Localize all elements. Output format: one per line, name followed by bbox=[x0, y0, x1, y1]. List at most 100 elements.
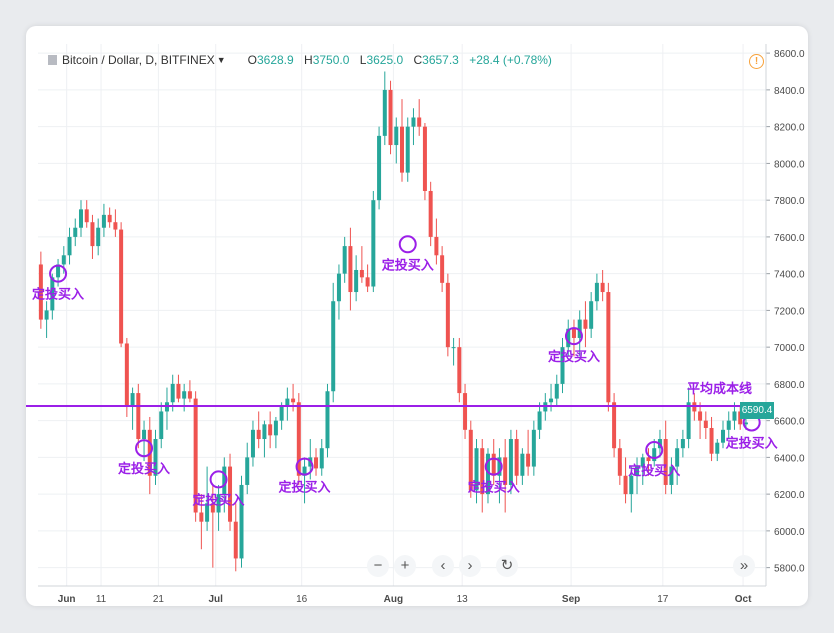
candle-body bbox=[325, 391, 330, 449]
candle-body bbox=[640, 457, 645, 467]
buy-marker-circle bbox=[484, 457, 503, 476]
candle-body bbox=[268, 424, 273, 436]
reset-chart-button[interactable]: ↻ bbox=[496, 555, 518, 577]
candle-body bbox=[497, 457, 502, 476]
candle-body bbox=[273, 420, 278, 436]
buy-marker-label: 定投买入 bbox=[725, 435, 778, 451]
candle-body bbox=[468, 429, 473, 491]
buy-marker-label: 定投买入 bbox=[192, 492, 245, 508]
candle-body bbox=[566, 328, 571, 348]
candle-body bbox=[623, 475, 628, 495]
candle-body bbox=[331, 301, 336, 392]
candle-body bbox=[67, 236, 72, 256]
candle-body bbox=[153, 439, 158, 476]
candle-body bbox=[394, 126, 399, 146]
candle-body bbox=[635, 466, 640, 476]
candle-body bbox=[176, 383, 181, 399]
candle-body bbox=[457, 347, 462, 394]
high-value: 3750.0 bbox=[312, 53, 350, 67]
candle-body bbox=[262, 424, 267, 440]
candle-body bbox=[90, 222, 95, 247]
candle-body bbox=[182, 391, 187, 399]
candle-body bbox=[56, 264, 61, 278]
candle-body bbox=[130, 393, 135, 406]
candle-body bbox=[417, 117, 422, 127]
symbol-name[interactable]: Bitcoin / Dollar, D, BITFINEX bbox=[62, 53, 215, 67]
candle-body bbox=[354, 269, 359, 293]
candle-body bbox=[365, 277, 370, 287]
candle-body bbox=[205, 503, 210, 522]
x-tick-label: Jun bbox=[58, 594, 76, 605]
candle-body bbox=[78, 209, 83, 228]
candle-body bbox=[474, 448, 479, 491]
candle-body bbox=[617, 448, 622, 476]
scroll-left-button[interactable]: ‹ bbox=[432, 555, 454, 577]
candle-body bbox=[319, 448, 324, 469]
average-cost-label: 平均成本线 bbox=[687, 381, 752, 397]
candle-body bbox=[50, 277, 55, 311]
candlestick-chart[interactable]: 8600.0 8400.0 8200.0 8000.0 7800.0 7600.0 7400… bbox=[26, 26, 808, 606]
candle-body bbox=[199, 512, 204, 522]
candle-body bbox=[726, 420, 731, 430]
zoom-out-button[interactable]: − bbox=[367, 555, 389, 577]
y-tick-label: 5800.0 bbox=[774, 564, 805, 575]
y-tick-label: 7200.0 bbox=[774, 306, 805, 317]
open-label: O bbox=[247, 53, 257, 67]
zoom-in-button[interactable]: + bbox=[394, 555, 416, 577]
candle-body bbox=[296, 402, 301, 476]
x-tick-label: 21 bbox=[153, 594, 165, 605]
buy-marker-label: 定投买入 bbox=[381, 257, 434, 273]
candle-body bbox=[520, 453, 525, 476]
candle-body bbox=[606, 292, 611, 403]
candle-body bbox=[526, 453, 531, 467]
y-tick-label: 6200.0 bbox=[774, 490, 805, 501]
candle-body bbox=[434, 236, 439, 256]
candle-body bbox=[554, 383, 559, 399]
candle-body bbox=[531, 429, 536, 467]
candle-body bbox=[239, 484, 244, 559]
candle-body bbox=[136, 393, 141, 440]
candle-body bbox=[96, 227, 101, 247]
y-tick-label: 6400.0 bbox=[774, 453, 805, 464]
candle-body bbox=[686, 402, 691, 440]
candle-body bbox=[600, 282, 605, 293]
buy-marker-label: 定投买入 bbox=[627, 463, 680, 479]
candle-body bbox=[577, 319, 582, 338]
open-value: 3628.9 bbox=[256, 53, 294, 67]
scroll-right-button[interactable]: › bbox=[459, 555, 481, 577]
candle-body bbox=[491, 453, 496, 476]
x-tick-label: Aug bbox=[384, 594, 403, 605]
candle-body bbox=[669, 466, 674, 485]
chevron-down-icon[interactable]: ▼ bbox=[216, 55, 226, 65]
candle-body bbox=[291, 398, 296, 403]
candle-body bbox=[245, 457, 250, 485]
candle-body bbox=[422, 126, 427, 191]
candle-body bbox=[382, 89, 387, 136]
candle-body bbox=[560, 347, 565, 384]
candle-body bbox=[480, 448, 485, 495]
candle-body bbox=[612, 402, 617, 449]
candle-body bbox=[646, 457, 651, 462]
low-value: 3625.0 bbox=[366, 53, 404, 67]
candle-body bbox=[709, 427, 714, 454]
candle-body bbox=[170, 383, 175, 403]
candle-body bbox=[302, 466, 307, 476]
candle-body bbox=[652, 448, 657, 462]
candle-body bbox=[193, 398, 198, 513]
buy-marker-label: 定投买入 bbox=[547, 349, 600, 365]
buy-marker-label: 定投买入 bbox=[467, 480, 520, 496]
scroll-to-end-button[interactable]: » bbox=[733, 555, 755, 577]
y-tick-label: 6000.0 bbox=[774, 527, 805, 538]
candle-body bbox=[445, 282, 450, 348]
symbol-marker-icon bbox=[48, 55, 57, 65]
candle-body bbox=[589, 301, 594, 329]
buy-marker-circle bbox=[398, 235, 417, 254]
candle-body bbox=[216, 494, 221, 513]
candle-body bbox=[400, 126, 404, 173]
alert-icon[interactable]: ! bbox=[749, 54, 764, 69]
candle-body bbox=[583, 319, 588, 329]
y-tick-label: 7000.0 bbox=[774, 343, 805, 354]
candle-body bbox=[233, 521, 238, 559]
candle-body bbox=[228, 466, 233, 522]
buy-marker-circle bbox=[645, 441, 664, 460]
